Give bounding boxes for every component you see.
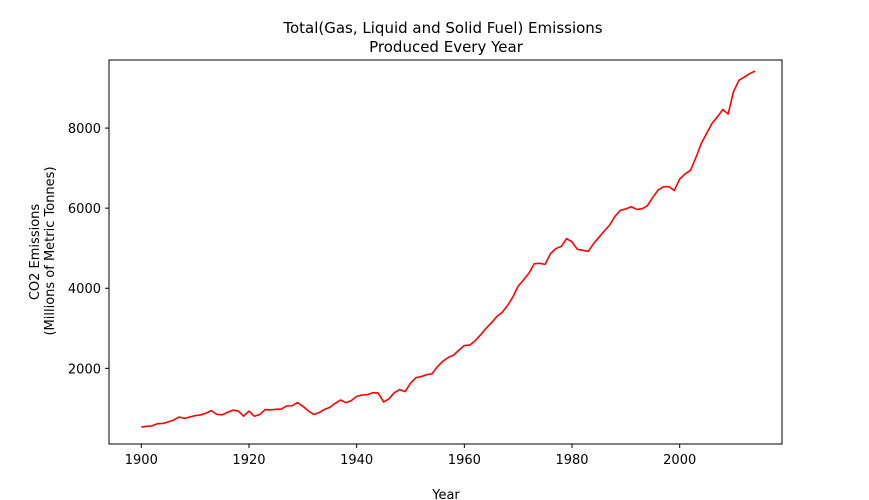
- y-axis-label-line-2: (Millions of Metric Tonnes): [43, 166, 58, 335]
- x-tick-label: 1900: [125, 453, 158, 468]
- y-tick-label: 6000: [68, 202, 101, 217]
- chart-title-line-2: Produced Every Year: [369, 38, 524, 56]
- chart-title-line-1: Total(Gas, Liquid and Solid Fuel) Emissi…: [282, 19, 602, 37]
- y-tick-label: 8000: [68, 122, 101, 137]
- y-tick-label: 4000: [68, 282, 101, 297]
- x-tick-label: 1940: [340, 453, 373, 468]
- x-axis-label: Year: [431, 488, 460, 500]
- plot-frame: [108, 59, 783, 445]
- x-tick-label: 1980: [555, 453, 588, 468]
- x-tick-label: 2000: [663, 453, 696, 468]
- series-line-0: [141, 70, 756, 428]
- x-tick-label: 1960: [448, 453, 481, 468]
- y-tick-label: 2000: [68, 362, 101, 377]
- y-axis-label-line-1: CO2 Emissions: [28, 204, 43, 301]
- x-tick-label: 1920: [232, 453, 265, 468]
